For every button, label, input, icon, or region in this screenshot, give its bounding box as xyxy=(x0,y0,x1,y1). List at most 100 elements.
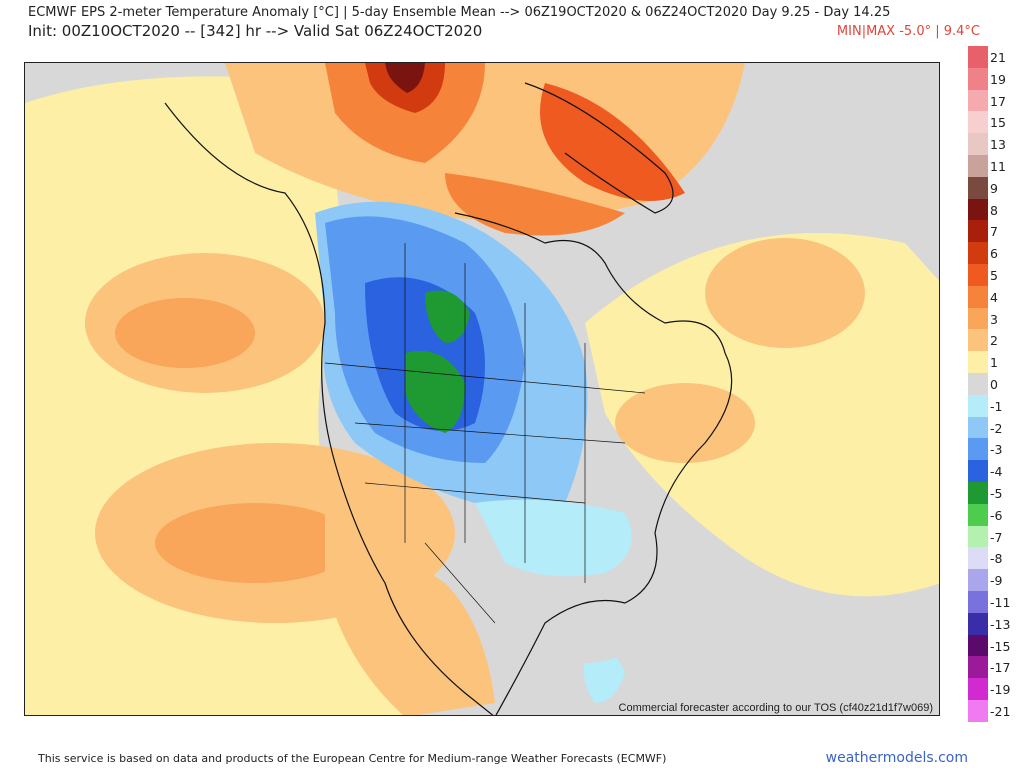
arctic-warm-band xyxy=(325,63,485,163)
legend-label: 17 xyxy=(990,93,1006,109)
legend-item: 8 xyxy=(968,198,1020,221)
legend-item: -2 xyxy=(968,416,1020,439)
legend-label: 3 xyxy=(990,311,998,327)
legend-swatch xyxy=(968,46,988,68)
legend-label: 21 xyxy=(990,50,1006,65)
legend-swatch xyxy=(968,612,988,635)
pacific-coastline xyxy=(164,102,494,715)
attribution-footer: This service is based on data and produc… xyxy=(38,752,667,765)
legend-label: 0 xyxy=(990,376,998,392)
legend-item: 13 xyxy=(968,133,1020,155)
legend-label: 15 xyxy=(990,115,1006,131)
legend-label: -11 xyxy=(990,594,1011,610)
legend-item: 2 xyxy=(968,329,1020,352)
legend-swatch xyxy=(968,198,988,221)
legend-swatch xyxy=(968,176,988,199)
legend-swatch xyxy=(968,416,988,439)
legend-item: 4 xyxy=(968,285,1020,308)
legend-label: -15 xyxy=(990,638,1011,654)
labrador-warm-patch xyxy=(705,238,865,348)
legend-label: 2 xyxy=(990,333,998,349)
legend-label: -21 xyxy=(990,703,1011,719)
legend-item: -4 xyxy=(968,460,1020,482)
tos-notice: Commercial forecaster according to our T… xyxy=(619,702,933,714)
site-link[interactable]: weathermodels.com xyxy=(825,750,968,766)
legend-label: 13 xyxy=(990,137,1006,153)
legend-item: 21 xyxy=(968,46,1020,68)
greenland-warm-core xyxy=(540,83,685,201)
northeast-warm-patch xyxy=(615,383,755,463)
legend-swatch xyxy=(968,634,988,657)
legend-label: -3 xyxy=(990,442,1003,458)
legend-item: 15 xyxy=(968,111,1020,134)
legend-item: -15 xyxy=(968,634,1020,657)
legend-swatch xyxy=(968,263,988,286)
legend-item: 6 xyxy=(968,242,1020,264)
caribbean-sea xyxy=(655,623,915,703)
legend-item: -5 xyxy=(968,481,1020,504)
legend-swatch xyxy=(968,372,988,395)
greenland-coastline xyxy=(524,82,674,214)
legend-item: 5 xyxy=(968,263,1020,286)
prairie-coldest-core xyxy=(425,290,470,343)
legend-item: 1 xyxy=(968,351,1020,373)
legend-label: 5 xyxy=(990,267,998,283)
legend-swatch xyxy=(968,307,988,330)
legend-swatch xyxy=(968,678,988,700)
southeast-cool-area xyxy=(475,499,632,577)
mexico-warm-area xyxy=(325,503,495,715)
legend-swatch xyxy=(968,438,988,461)
legend-item: -11 xyxy=(968,590,1020,613)
legend-label: 6 xyxy=(990,246,998,262)
arctic-max-core xyxy=(385,63,425,93)
central-coldest-core xyxy=(405,351,465,433)
legend-item: -9 xyxy=(968,569,1020,591)
legend-item: 3 xyxy=(968,307,1020,330)
legend-item: 0 xyxy=(968,372,1020,395)
legend-swatch xyxy=(968,111,988,134)
color-scale-legend: 21 19 17 15 13 11 9 8 7 6 5 4 3 2 1 0 -1 -2 -3 -4 -5 -6 -7 -8 -9… xyxy=(968,46,1020,722)
legend-item: -1 xyxy=(968,394,1020,417)
legend-item: -13 xyxy=(968,612,1020,635)
legend-item: 19 xyxy=(968,67,1020,90)
legend-item: 17 xyxy=(968,89,1020,112)
legend-label: -17 xyxy=(990,660,1011,676)
legend-swatch xyxy=(968,67,988,90)
legend-label: -8 xyxy=(990,551,1003,567)
legend-item: 11 xyxy=(968,154,1020,177)
legend-label: 7 xyxy=(990,224,998,240)
legend-label: 8 xyxy=(990,202,998,218)
legend-label: -4 xyxy=(990,464,1003,480)
political-borders xyxy=(324,243,646,624)
min-max-readout: MIN|MAX -5.0° | 9.4°C xyxy=(836,24,980,39)
legend-label: -9 xyxy=(990,573,1003,589)
atlantic-coastline xyxy=(454,212,733,715)
legend-item: -19 xyxy=(968,678,1020,700)
legend-swatch xyxy=(968,569,988,591)
legend-swatch xyxy=(968,329,988,352)
init-valid-line: Init: 00Z10OCT2020 -- [342] hr --> Valid… xyxy=(28,22,483,40)
pacific-warm-core xyxy=(115,298,255,368)
hudson-bay-warm-band xyxy=(445,173,625,236)
legend-swatch xyxy=(968,590,988,613)
legend-item: -3 xyxy=(968,438,1020,461)
legend-item: 9 xyxy=(968,176,1020,199)
legend-label: 4 xyxy=(990,289,998,305)
legend-item: -21 xyxy=(968,699,1020,722)
legend-item: -17 xyxy=(968,656,1020,679)
legend-label: -7 xyxy=(990,529,1003,545)
legend-label: 19 xyxy=(990,71,1006,87)
legend-swatch xyxy=(968,285,988,308)
legend-item: 7 xyxy=(968,220,1020,243)
legend-swatch xyxy=(968,699,988,722)
legend-item: -8 xyxy=(968,547,1020,570)
legend-item: -6 xyxy=(968,503,1020,526)
legend-swatch xyxy=(968,525,988,548)
legend-label: 9 xyxy=(990,180,998,196)
legend-swatch xyxy=(968,242,988,264)
legend-item: -7 xyxy=(968,525,1020,548)
legend-swatch xyxy=(968,547,988,570)
legend-swatch xyxy=(968,154,988,177)
legend-label: -5 xyxy=(990,485,1003,501)
chart-title: ECMWF EPS 2-meter Temperature Anomaly [°… xyxy=(28,5,891,20)
